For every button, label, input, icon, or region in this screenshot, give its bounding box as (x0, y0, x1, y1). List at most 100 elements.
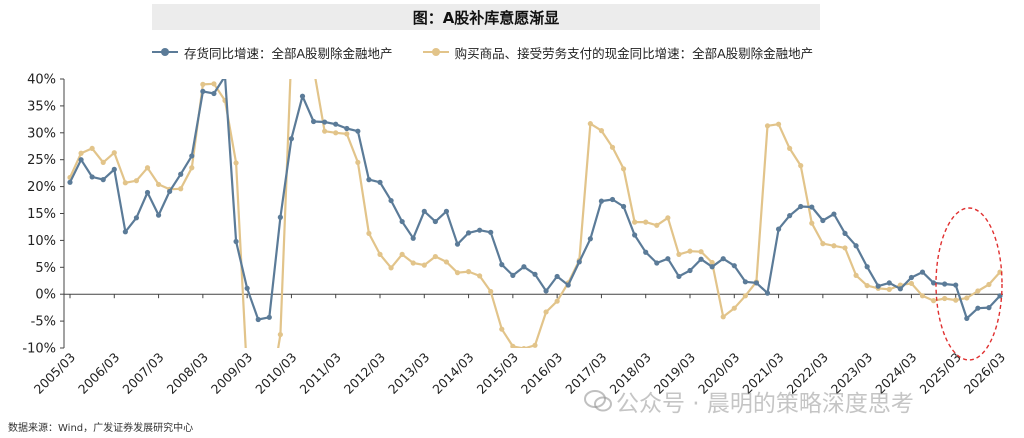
y-tick-label: 10% (27, 234, 56, 249)
data-point-inventory (266, 314, 272, 320)
series-line-inventory (69, 79, 1001, 321)
data-point-inventory (465, 230, 472, 236)
data-point-cash-paid (975, 288, 981, 294)
data-point-inventory (178, 171, 184, 177)
data-point-inventory (842, 230, 848, 237)
data-point-cash-paid (200, 81, 206, 87)
data-point-cash-paid (488, 288, 494, 295)
data-point-inventory (244, 285, 250, 291)
data-point-inventory (787, 213, 793, 219)
data-point-inventory (410, 235, 416, 241)
x-tick-label: 2005/03 (31, 350, 78, 397)
data-point-cash-paid (809, 220, 815, 226)
y-tick-label: -10% (22, 342, 56, 357)
data-point-cash-paid (543, 309, 549, 315)
data-point-cash-paid (211, 81, 217, 87)
data-point-inventory (798, 203, 804, 210)
data-point-inventory (554, 273, 560, 280)
data-point-inventory (78, 157, 84, 163)
data-point-inventory (200, 88, 206, 94)
legend-swatch-inventory (152, 46, 178, 58)
data-point-cash-paid (388, 265, 394, 271)
data-point-inventory (122, 229, 128, 235)
data-point-inventory (742, 279, 748, 285)
data-point-inventory (986, 305, 992, 311)
data-point-inventory (908, 274, 915, 281)
data-point-cash-paid (864, 282, 870, 289)
data-point-cash-paid (133, 178, 140, 184)
data-point-inventory (144, 189, 151, 196)
data-point-inventory (598, 198, 605, 204)
data-point-inventory (897, 286, 903, 292)
data-point-inventory (532, 271, 538, 277)
data-point-inventory (975, 305, 981, 311)
data-point-cash-paid (178, 186, 184, 192)
data-point-inventory (388, 197, 394, 204)
x-tick-label: 2014/03 (429, 350, 476, 397)
data-point-inventory (322, 119, 328, 125)
data-point-cash-paid (764, 123, 771, 129)
data-point-cash-paid (831, 243, 837, 249)
data-point-cash-paid (443, 259, 450, 265)
data-point-inventory (632, 232, 638, 238)
data-point-inventory (344, 125, 350, 132)
data-point-inventory (753, 280, 760, 286)
data-point-inventory (853, 243, 859, 249)
data-point-cash-paid (89, 145, 95, 152)
data-point-inventory (565, 282, 571, 288)
data-point-cash-paid (233, 160, 239, 166)
data-point-cash-paid (521, 345, 527, 348)
data-point-inventory (100, 177, 106, 183)
y-tick-label: 40% (27, 73, 56, 88)
data-point-cash-paid (687, 248, 693, 254)
series-cash-paid (67, 50, 1003, 348)
data-point-cash-paid (676, 251, 682, 257)
data-point-inventory (432, 218, 438, 225)
data-point-inventory (609, 196, 616, 203)
data-point-inventory (809, 204, 815, 210)
data-point-cash-paid (377, 251, 383, 257)
data-point-cash-paid (986, 281, 992, 288)
data-point-cash-paid (277, 331, 283, 338)
data-point-cash-paid (399, 251, 405, 257)
x-tick-label: 2010/03 (252, 350, 299, 397)
data-point-inventory (886, 280, 892, 286)
data-point-inventory (233, 238, 239, 245)
chart-title: 图：A股补库意愿渐显 (152, 4, 820, 30)
data-point-inventory (299, 93, 306, 99)
data-point-inventory (698, 256, 704, 262)
y-tick-label: 15% (27, 207, 56, 222)
data-point-inventory (366, 177, 372, 183)
data-point-inventory (775, 226, 782, 232)
data-point-cash-paid (853, 272, 859, 278)
data-point-cash-paid (953, 297, 959, 303)
data-point-cash-paid (654, 222, 660, 228)
data-point-cash-paid (964, 295, 970, 301)
data-point-cash-paid (410, 260, 416, 266)
data-point-inventory (643, 249, 649, 255)
data-point-cash-paid (100, 159, 106, 165)
x-tick-label: 2016/03 (518, 350, 565, 397)
data-point-cash-paid (532, 342, 538, 348)
data-point-inventory (355, 128, 361, 134)
data-point-cash-paid (742, 293, 748, 299)
y-tick-label: 35% (27, 99, 56, 114)
legend-label-inventory: 存货同比增速：全部A股剔除金融地产 (184, 45, 393, 61)
data-point-cash-paid (632, 219, 638, 225)
y-tick-label: -5% (31, 315, 56, 330)
data-point-cash-paid (510, 343, 516, 348)
data-point-cash-paid (122, 180, 128, 186)
data-point-cash-paid (289, 50, 294, 55)
data-point-inventory (620, 203, 627, 210)
data-point-cash-paid (78, 150, 84, 156)
data-point-cash-paid (355, 159, 361, 165)
data-point-cash-paid (111, 150, 117, 156)
data-point-inventory (333, 121, 339, 127)
data-point-cash-paid (366, 230, 372, 237)
data-point-cash-paid (322, 128, 328, 134)
data-point-cash-paid (465, 269, 472, 275)
data-point-inventory (454, 241, 461, 247)
data-point-inventory (222, 74, 227, 79)
data-point-cash-paid (144, 165, 151, 171)
